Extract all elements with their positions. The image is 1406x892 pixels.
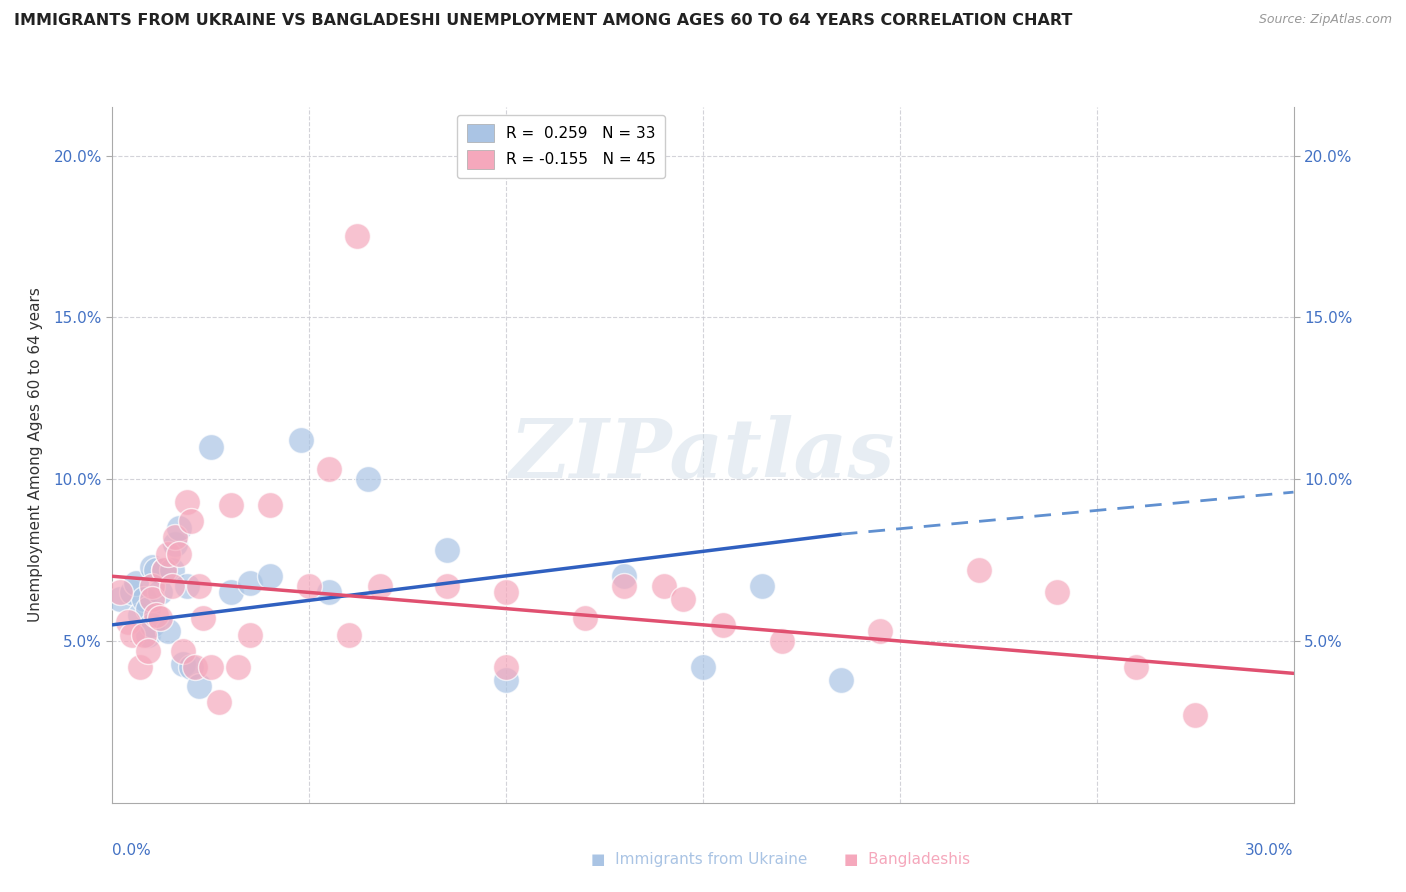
- Point: [436, 579, 458, 593]
- Point: [169, 547, 191, 561]
- Point: [165, 537, 187, 551]
- Point: [672, 591, 695, 606]
- Point: [184, 660, 207, 674]
- Point: [652, 579, 675, 593]
- Point: [149, 611, 172, 625]
- Point: [337, 627, 360, 641]
- Point: [145, 608, 167, 623]
- Legend: R =  0.259   N = 33, R = -0.155   N = 45: R = 0.259 N = 33, R = -0.155 N = 45: [457, 115, 665, 178]
- Point: [132, 591, 155, 606]
- Point: [346, 229, 368, 244]
- Point: [239, 575, 262, 590]
- Point: [574, 611, 596, 625]
- Point: [165, 531, 187, 545]
- Point: [110, 591, 132, 606]
- Point: [751, 579, 773, 593]
- Point: [156, 547, 179, 561]
- Point: [152, 563, 174, 577]
- Point: [357, 472, 380, 486]
- Point: [180, 514, 202, 528]
- Point: [136, 643, 159, 657]
- Point: [692, 660, 714, 674]
- Point: [132, 627, 155, 641]
- Point: [1184, 708, 1206, 723]
- Y-axis label: Unemployment Among Ages 60 to 64 years: Unemployment Among Ages 60 to 64 years: [28, 287, 42, 623]
- Point: [1046, 585, 1069, 599]
- Point: [141, 591, 163, 606]
- Point: [129, 660, 152, 674]
- Point: [318, 462, 340, 476]
- Point: [172, 657, 194, 671]
- Point: [110, 585, 132, 599]
- Point: [176, 579, 198, 593]
- Point: [259, 569, 281, 583]
- Point: [180, 660, 202, 674]
- Point: [176, 495, 198, 509]
- Point: [239, 627, 262, 641]
- Point: [1125, 660, 1147, 674]
- Point: [191, 611, 214, 625]
- Point: [188, 679, 211, 693]
- Point: [136, 601, 159, 615]
- Point: [436, 543, 458, 558]
- Point: [613, 579, 636, 593]
- Point: [125, 575, 148, 590]
- Point: [160, 579, 183, 593]
- Point: [152, 563, 174, 577]
- Text: 0.0%: 0.0%: [112, 843, 152, 858]
- Point: [830, 673, 852, 687]
- Point: [208, 696, 231, 710]
- Point: [770, 634, 793, 648]
- Point: [613, 569, 636, 583]
- Point: [711, 617, 734, 632]
- Point: [967, 563, 990, 577]
- Point: [117, 615, 139, 629]
- Point: [141, 579, 163, 593]
- Text: ■  Bangladeshis: ■ Bangladeshis: [844, 852, 970, 867]
- Point: [156, 624, 179, 639]
- Point: [121, 627, 143, 641]
- Point: [188, 579, 211, 593]
- Point: [149, 585, 172, 599]
- Text: 30.0%: 30.0%: [1246, 843, 1294, 858]
- Text: ZIPatlas: ZIPatlas: [510, 415, 896, 495]
- Text: IMMIGRANTS FROM UKRAINE VS BANGLADESHI UNEMPLOYMENT AMONG AGES 60 TO 64 YEARS CO: IMMIGRANTS FROM UKRAINE VS BANGLADESHI U…: [14, 13, 1073, 29]
- Point: [136, 627, 159, 641]
- Point: [141, 559, 163, 574]
- Point: [495, 585, 517, 599]
- Point: [169, 521, 191, 535]
- Point: [495, 660, 517, 674]
- Point: [121, 585, 143, 599]
- Text: ■  Immigrants from Ukraine: ■ Immigrants from Ukraine: [591, 852, 807, 867]
- Point: [259, 498, 281, 512]
- Point: [495, 673, 517, 687]
- Point: [228, 660, 250, 674]
- Point: [145, 563, 167, 577]
- Point: [869, 624, 891, 639]
- Point: [368, 579, 391, 593]
- Text: Source: ZipAtlas.com: Source: ZipAtlas.com: [1258, 13, 1392, 27]
- Point: [141, 617, 163, 632]
- Point: [129, 608, 152, 623]
- Point: [298, 579, 321, 593]
- Point: [200, 660, 222, 674]
- Point: [290, 434, 312, 448]
- Point: [219, 585, 242, 599]
- Point: [172, 643, 194, 657]
- Point: [219, 498, 242, 512]
- Point: [160, 563, 183, 577]
- Point: [200, 440, 222, 454]
- Point: [318, 585, 340, 599]
